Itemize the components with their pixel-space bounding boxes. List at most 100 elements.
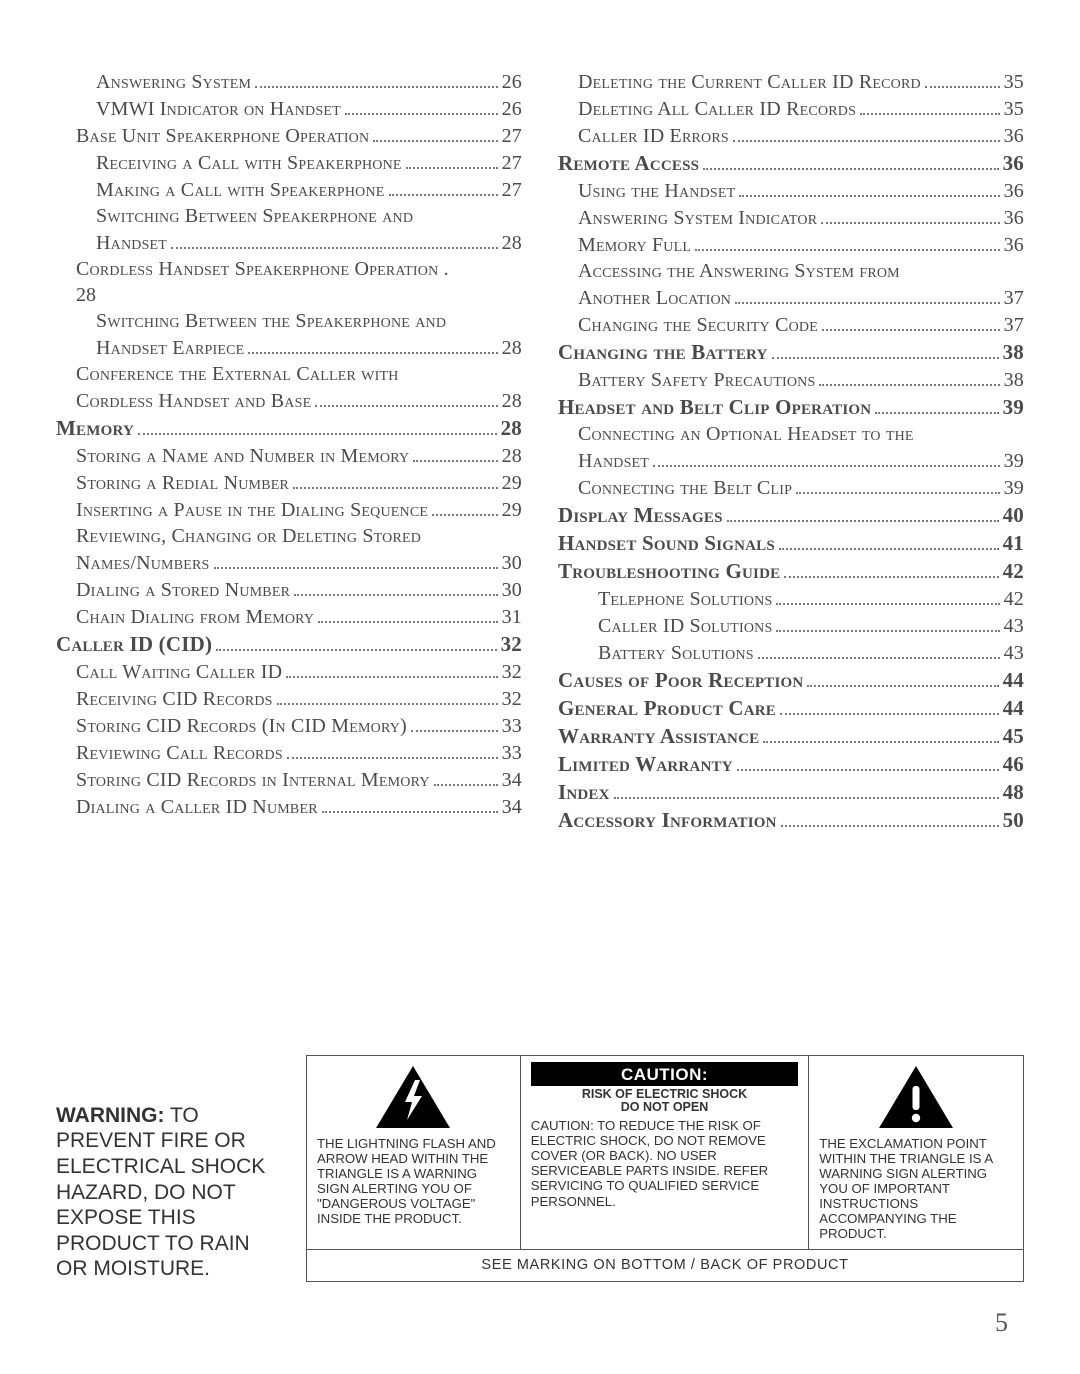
toc-leader-dots — [138, 416, 497, 435]
toc-entry: Causes of Poor Reception44 — [558, 668, 1024, 693]
toc-label: Another Location — [578, 287, 731, 310]
exclaim-triangle-icon — [877, 1064, 955, 1130]
toc-label: Base Unit Speakerphone Operation — [76, 125, 369, 148]
toc-leader-dots — [776, 614, 999, 632]
toc-label: Connecting an Optional Headset to the — [578, 423, 914, 446]
toc-page: 46 — [1003, 752, 1024, 777]
toc-page: 37 — [1004, 287, 1024, 310]
toc-page: 42 — [1004, 588, 1024, 611]
toc-entry: Battery Safety Precautions38 — [558, 368, 1024, 392]
warning-area: WARNING: TO PREVENT FIRE OR ELECTRICAL S… — [56, 1055, 1024, 1282]
toc-page: 39 — [1004, 477, 1024, 500]
toc-page: 32 — [501, 632, 522, 657]
toc-label: Changing the Security Code — [578, 314, 818, 337]
toc-entry: Deleting the Current Caller ID Record 35 — [558, 70, 1024, 94]
toc-leader-dots — [821, 206, 999, 224]
toc-label: Storing a Redial Number — [76, 472, 289, 495]
toc-page: 36 — [1004, 125, 1024, 148]
toc-leader-dots — [875, 395, 998, 414]
toc-page: 35 — [1004, 71, 1024, 94]
toc-entry: Storing a Redial Number 29 — [56, 471, 522, 495]
toc-entry: Receiving CID Records 32 — [56, 687, 522, 711]
toc-entry: Storing CID Records in Internal Memory34 — [56, 768, 522, 792]
toc-leader-dots — [727, 503, 999, 522]
toc-page: 27 — [502, 125, 522, 148]
toc-page: 44 — [1003, 668, 1024, 693]
toc-entry: Base Unit Speakerphone Operation 27 — [56, 124, 522, 148]
toc-label: Deleting the Current Caller ID Record — [578, 71, 921, 94]
toc-entry: Remote Access36 — [558, 151, 1024, 176]
toc-label: Accessing the Answering System from — [578, 260, 900, 283]
toc-leader-dots — [763, 724, 998, 743]
warning-cell-lightning-text: THE LIGHTNING FLASH AND ARROW HEAD WITHI… — [317, 1136, 510, 1226]
toc-leader-dots — [796, 476, 1000, 494]
toc-entry: Cordless Handset and Base28 — [56, 389, 522, 413]
toc-entry: Receiving a Call with Speakerphone27 — [56, 151, 522, 175]
toc-label: VMWI Indicator on Handset — [96, 98, 341, 121]
toc-leader-dots — [776, 587, 999, 605]
toc-entry: Storing a Name and Number in Memory28 — [56, 444, 522, 468]
toc-entry: Inserting a Pause in the Dialing Sequenc… — [56, 498, 522, 522]
toc-label: Battery Safety Precautions — [578, 369, 815, 392]
toc-page: 36 — [1004, 234, 1024, 257]
toc-label: Receiving a Call with Speakerphone — [96, 152, 402, 175]
toc-entry: Reviewing Call Records33 — [56, 741, 522, 765]
warning-cell-caution: CAUTION: RISK OF ELECTRIC SHOCK DO NOT O… — [521, 1056, 810, 1249]
toc-page: 36 — [1004, 207, 1024, 230]
toc-label: Reviewing Call Records — [76, 742, 283, 765]
toc-label: Answering System — [96, 71, 251, 94]
toc-leader-dots — [703, 151, 998, 170]
toc-page: 30 — [502, 552, 522, 575]
toc-entry: Using the Handset 36 — [558, 179, 1024, 203]
toc-page: 37 — [1004, 314, 1024, 337]
toc-entry: Connecting an Optional Headset to the — [558, 423, 1024, 446]
toc-leader-dots — [255, 70, 497, 88]
toc-label: Inserting a Pause in the Dialing Sequenc… — [76, 499, 428, 522]
toc-leader-dots — [171, 231, 498, 249]
toc-entry: Index48 — [558, 780, 1024, 805]
toc-label: Cordless Handset and Base — [76, 390, 311, 413]
toc-page: 36 — [1004, 180, 1024, 203]
toc-page: 27 — [502, 179, 522, 202]
toc-entry: Caller ID Solutions43 — [558, 614, 1024, 638]
toc-page: 32 — [502, 688, 522, 711]
toc-entry: Accessing the Answering System from — [558, 260, 1024, 283]
toc-entry: Changing the Security Code 37 — [558, 313, 1024, 337]
toc-entry: General Product Care44 — [558, 696, 1024, 721]
toc-entry: Display Messages40 — [558, 503, 1024, 528]
toc-leader-dots — [286, 660, 497, 678]
toc-entry: Caller ID (CID)32 — [56, 632, 522, 657]
toc-leader-dots — [413, 444, 497, 462]
toc-leader-dots — [389, 178, 498, 196]
toc-page: 30 — [502, 579, 522, 602]
toc-page: 26 — [502, 98, 522, 121]
toc-leader-dots — [807, 668, 998, 687]
toc-leader-dots — [735, 286, 1000, 304]
toc-label: Using the Handset — [578, 180, 735, 203]
toc-label: Storing CID Records (In CID Memory) — [76, 715, 407, 738]
toc-page: 45 — [1003, 724, 1024, 749]
toc-page: 39 — [1003, 395, 1024, 420]
toc-leader-dots — [406, 151, 498, 169]
toc-entry: Memory Full36 — [558, 233, 1024, 257]
toc-label: General Product Care — [558, 696, 776, 721]
toc-label: Accessory Information — [558, 808, 777, 833]
toc-label: Storing a Name and Number in Memory — [76, 445, 409, 468]
toc-label: Receiving CID Records — [76, 688, 273, 711]
toc-leader-dots — [277, 687, 498, 705]
toc-page: 29 — [502, 472, 522, 495]
toc-leader-dots — [248, 336, 497, 354]
toc-entry: Names/Numbers30 — [56, 551, 522, 575]
caution-subheader: RISK OF ELECTRIC SHOCK DO NOT OPEN — [531, 1088, 799, 1114]
warning-cell-exclaim: THE EXCLAMATION POINT WITHIN THE TRIANGL… — [809, 1056, 1023, 1249]
toc-entry: Warranty Assistance45 — [558, 724, 1024, 749]
toc-page: 40 — [1003, 503, 1024, 528]
toc-entry: Caller ID Errors36 — [558, 124, 1024, 148]
toc-label: Memory — [56, 416, 134, 441]
toc-leader-dots — [411, 714, 498, 732]
toc-label: Conference the External Caller with — [76, 363, 399, 386]
toc-page: 28 — [501, 416, 522, 441]
toc-leader-dots — [318, 605, 497, 623]
toc-label: Limited Warranty — [558, 752, 733, 777]
lightning-triangle-icon — [374, 1064, 452, 1130]
